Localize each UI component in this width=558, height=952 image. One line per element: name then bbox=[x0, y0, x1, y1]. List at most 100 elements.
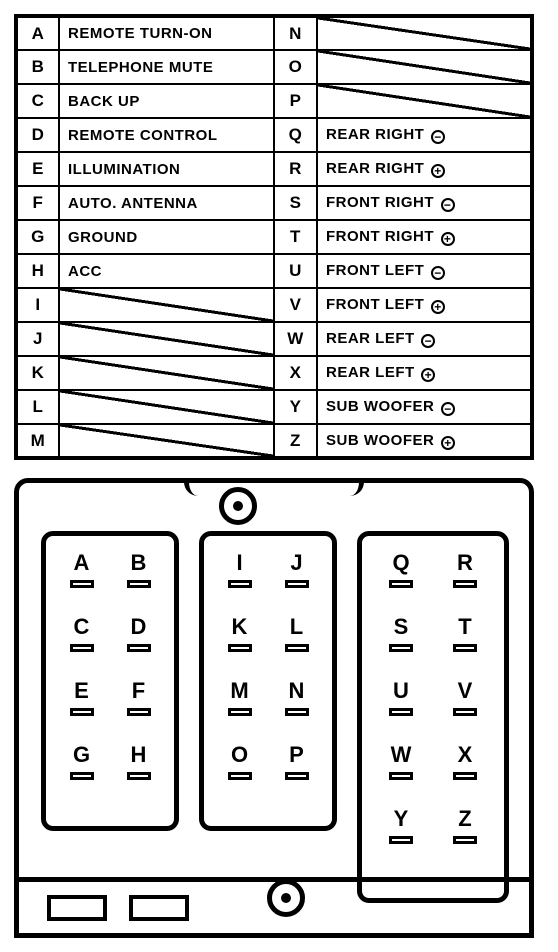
table-row: HACCUFRONT LEFT − bbox=[16, 254, 532, 288]
pin: A bbox=[58, 550, 105, 588]
pin-desc: FRONT LEFT + bbox=[317, 288, 532, 322]
pin-letter: N bbox=[274, 16, 317, 50]
pin-letter: X bbox=[274, 356, 317, 390]
pin-slot-icon bbox=[70, 644, 94, 652]
pin-slot-icon bbox=[389, 708, 413, 716]
pin-desc: AUTO. ANTENNA bbox=[59, 186, 274, 220]
pin-letter: H bbox=[16, 254, 59, 288]
pin: N bbox=[273, 678, 320, 716]
pin-letter: I bbox=[16, 288, 59, 322]
pin-slot-icon bbox=[285, 580, 309, 588]
pin-desc: SUB WOOFER + bbox=[317, 424, 532, 458]
pin-slot-icon bbox=[127, 708, 151, 716]
table-row: LYSUB WOOFER − bbox=[16, 390, 532, 424]
pin-letter: S bbox=[274, 186, 317, 220]
pin-slot-icon bbox=[453, 580, 477, 588]
pin-desc bbox=[59, 322, 274, 356]
pin: G bbox=[58, 742, 105, 780]
pin: D bbox=[115, 614, 162, 652]
polarity-icon: − bbox=[441, 402, 455, 416]
pin-label: Q bbox=[374, 550, 428, 576]
pin: K bbox=[216, 614, 263, 652]
pin: M bbox=[216, 678, 263, 716]
pin: Z bbox=[438, 806, 492, 844]
pin-slot-icon bbox=[127, 644, 151, 652]
connector-notch bbox=[184, 478, 364, 496]
pin-letter: U bbox=[274, 254, 317, 288]
table-row: DREMOTE CONTROLQREAR RIGHT − bbox=[16, 118, 532, 152]
pin-letter: J bbox=[16, 322, 59, 356]
pin-letter: P bbox=[274, 84, 317, 118]
pin-letter: A bbox=[16, 16, 59, 50]
pin: U bbox=[374, 678, 428, 716]
table-row: JWREAR LEFT − bbox=[16, 322, 532, 356]
pin-letter: Q bbox=[274, 118, 317, 152]
pin-label: G bbox=[58, 742, 105, 768]
pin-label: C bbox=[58, 614, 105, 640]
pin-desc bbox=[317, 84, 532, 118]
pin: F bbox=[115, 678, 162, 716]
pin-letter: B bbox=[16, 50, 59, 84]
pin-letter: F bbox=[16, 186, 59, 220]
pin-label: R bbox=[438, 550, 492, 576]
table-row: EILLUMINATIONRREAR RIGHT + bbox=[16, 152, 532, 186]
pin-slot-icon bbox=[389, 836, 413, 844]
pin-slot-icon bbox=[453, 836, 477, 844]
pin-label: A bbox=[58, 550, 105, 576]
pin-desc: FRONT RIGHT − bbox=[317, 186, 532, 220]
pin-letter: V bbox=[274, 288, 317, 322]
table-row: CBACK UPP bbox=[16, 84, 532, 118]
pin: L bbox=[273, 614, 320, 652]
pin-block: ABCDEFGH bbox=[41, 531, 179, 831]
pin-desc: ILLUMINATION bbox=[59, 152, 274, 186]
polarity-icon: + bbox=[431, 164, 445, 178]
pin-label: B bbox=[115, 550, 162, 576]
table-row: AREMOTE TURN-ONN bbox=[16, 16, 532, 50]
pin: R bbox=[438, 550, 492, 588]
pin-label: T bbox=[438, 614, 492, 640]
polarity-icon: − bbox=[431, 130, 445, 144]
pin-letter: Y bbox=[274, 390, 317, 424]
pin-label: E bbox=[58, 678, 105, 704]
pin-slot-icon bbox=[389, 644, 413, 652]
pinout-table: AREMOTE TURN-ONNBTELEPHONE MUTEOCBACK UP… bbox=[14, 14, 534, 460]
pin: V bbox=[438, 678, 492, 716]
pin-letter: K bbox=[16, 356, 59, 390]
table-row: MZSUB WOOFER + bbox=[16, 424, 532, 458]
pin-label: M bbox=[216, 678, 263, 704]
lock-tab bbox=[47, 895, 107, 921]
pin-label: W bbox=[374, 742, 428, 768]
pin-slot-icon bbox=[453, 708, 477, 716]
pin: P bbox=[273, 742, 320, 780]
pin-desc: GROUND bbox=[59, 220, 274, 254]
pin-slot-icon bbox=[389, 772, 413, 780]
pin: Y bbox=[374, 806, 428, 844]
table-row: BTELEPHONE MUTEO bbox=[16, 50, 532, 84]
polarity-icon: − bbox=[431, 266, 445, 280]
pin-desc: ACC bbox=[59, 254, 274, 288]
pin-slot-icon bbox=[285, 644, 309, 652]
pin-label: K bbox=[216, 614, 263, 640]
pin-desc bbox=[59, 424, 274, 458]
pin-desc: TELEPHONE MUTE bbox=[59, 50, 274, 84]
pin-letter: M bbox=[16, 424, 59, 458]
pin: W bbox=[374, 742, 428, 780]
screw-icon bbox=[219, 487, 257, 525]
pin-slot-icon bbox=[453, 644, 477, 652]
pin-slot-icon bbox=[285, 708, 309, 716]
table-row: FAUTO. ANTENNASFRONT RIGHT − bbox=[16, 186, 532, 220]
connector-bottom-row bbox=[19, 877, 529, 933]
pin: I bbox=[216, 550, 263, 588]
pin-label: I bbox=[216, 550, 263, 576]
table-row: K XREAR LEFT + bbox=[16, 356, 532, 390]
pin-desc: REAR LEFT + bbox=[317, 356, 532, 390]
pin-label: S bbox=[374, 614, 428, 640]
polarity-icon: − bbox=[441, 198, 455, 212]
pin-slot-icon bbox=[70, 580, 94, 588]
pin: T bbox=[438, 614, 492, 652]
polarity-icon: − bbox=[421, 334, 435, 348]
pin-desc: REMOTE TURN-ON bbox=[59, 16, 274, 50]
pin-label: F bbox=[115, 678, 162, 704]
pin-desc: BACK UP bbox=[59, 84, 274, 118]
pin-label: Z bbox=[438, 806, 492, 832]
